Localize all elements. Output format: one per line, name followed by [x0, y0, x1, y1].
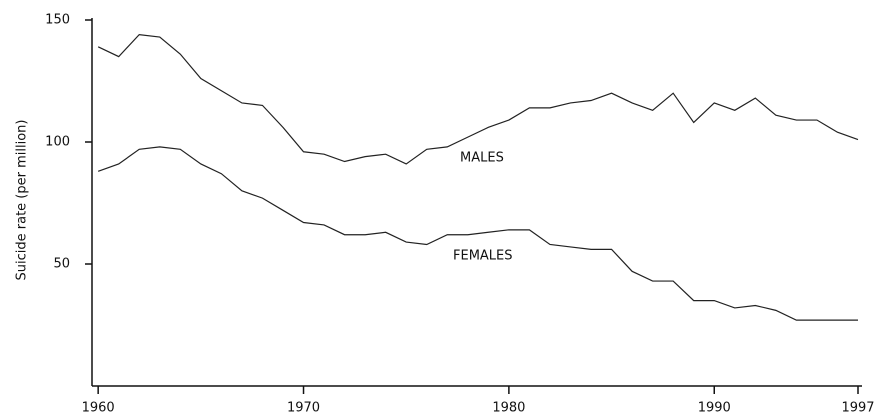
series-line — [97, 146, 858, 321]
x-tick-label: 1980 — [492, 401, 525, 416]
y-tick-label: 50 — [53, 257, 70, 272]
y-tick-label: 150 — [45, 13, 70, 28]
series-line — [97, 34, 859, 165]
x-tick-label: 1960 — [82, 401, 115, 416]
series-label: FEMALES — [453, 249, 513, 264]
x-tick-label: 1990 — [698, 401, 731, 416]
x-tick-label: 1970 — [287, 401, 320, 416]
series-label: MALES — [460, 151, 504, 166]
y-axis-label: Suicide rate (per million) — [15, 120, 30, 281]
y-tick-label: 100 — [45, 135, 70, 150]
x-tick-label: 1997 — [841, 401, 874, 416]
